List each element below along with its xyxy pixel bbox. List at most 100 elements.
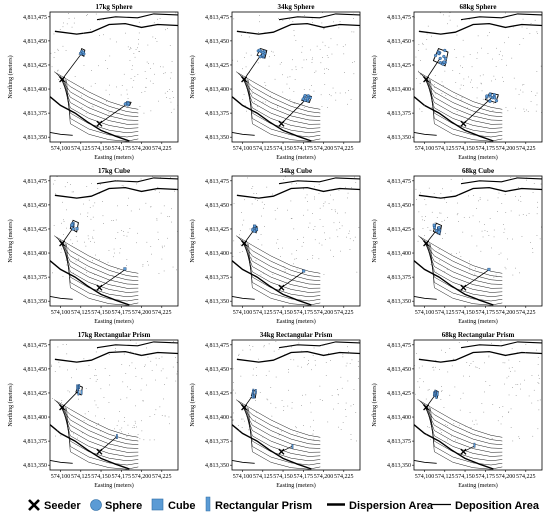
map-speck xyxy=(541,112,542,113)
map-speck xyxy=(537,357,539,358)
map-speck xyxy=(259,21,260,23)
shoreline-line xyxy=(54,22,178,35)
map-speck xyxy=(163,73,165,74)
map-speck xyxy=(301,245,303,247)
contour-line xyxy=(242,403,321,453)
map-speck xyxy=(115,348,116,349)
map-speck xyxy=(125,373,127,374)
contour-line xyxy=(55,400,139,442)
map-speck xyxy=(471,66,473,68)
seeder-marker xyxy=(278,284,285,291)
map-speck xyxy=(512,440,514,442)
terrain-line xyxy=(414,424,494,470)
map-speck xyxy=(130,210,132,212)
map-speck xyxy=(462,392,464,394)
map-speck xyxy=(282,247,283,249)
map-speck xyxy=(169,89,170,90)
map-speck xyxy=(441,391,442,392)
x-axis-label: Easting (meters) xyxy=(276,318,316,325)
map-speck xyxy=(433,369,435,371)
y-tick-label: 4,813,375 xyxy=(23,111,47,117)
map-speck xyxy=(312,355,314,356)
map-speck xyxy=(481,47,482,49)
map-speck xyxy=(330,360,331,361)
map-speck xyxy=(108,112,110,114)
map-speck xyxy=(81,95,82,97)
map-speck xyxy=(151,253,152,255)
map-speck xyxy=(349,353,350,354)
map-speck xyxy=(65,259,67,261)
map-speck xyxy=(506,377,508,379)
deposition-line xyxy=(425,57,442,80)
map-speck xyxy=(250,257,252,259)
map-speck xyxy=(537,364,539,365)
map-speck xyxy=(290,218,292,219)
map-speck xyxy=(481,90,483,92)
map-speck xyxy=(249,349,251,351)
map-speck xyxy=(425,433,427,435)
circle-icon xyxy=(90,499,102,511)
plot-area xyxy=(414,340,542,470)
map-speck xyxy=(535,110,537,112)
map-speck xyxy=(94,202,96,204)
cube-sample xyxy=(75,227,79,231)
map-speck xyxy=(293,228,295,230)
contour-line xyxy=(417,235,503,274)
map-speck xyxy=(445,352,446,353)
map-speck xyxy=(463,18,465,20)
contour-line xyxy=(57,401,139,445)
terrain-line xyxy=(50,260,130,306)
map-speck xyxy=(134,353,135,355)
map-speck xyxy=(320,94,322,96)
map-speck xyxy=(350,434,352,435)
map-speck xyxy=(288,369,289,370)
terrain-line xyxy=(232,459,255,464)
map-speck xyxy=(265,85,267,86)
map-speck xyxy=(491,247,492,249)
map-speck xyxy=(85,267,87,269)
map-speck xyxy=(142,400,144,401)
map-speck xyxy=(52,398,53,399)
map-speck xyxy=(441,349,442,351)
map-speck xyxy=(166,377,168,379)
map-speck xyxy=(311,59,313,60)
map-speck xyxy=(522,214,524,215)
map-speck xyxy=(144,91,146,92)
map-speck xyxy=(274,55,275,56)
map-speck xyxy=(246,110,247,112)
contour-line xyxy=(243,76,321,129)
map-speck xyxy=(158,239,159,240)
map-speck xyxy=(479,75,481,77)
map-speck xyxy=(510,210,512,212)
map-speck xyxy=(522,84,523,86)
map-speck xyxy=(531,375,533,376)
map-speck xyxy=(358,366,359,367)
map-speck xyxy=(278,18,279,19)
map-speck xyxy=(88,238,90,240)
map-speck xyxy=(89,378,91,379)
map-speck xyxy=(136,183,137,185)
map-speck xyxy=(434,75,436,76)
map-speck xyxy=(347,380,349,382)
map-speck xyxy=(425,398,427,400)
map-speck xyxy=(121,427,123,429)
map-speck xyxy=(433,366,434,368)
map-speck xyxy=(313,90,315,92)
map-speck xyxy=(240,375,242,377)
map-speck xyxy=(424,105,425,106)
map-speck xyxy=(130,48,132,49)
map-speck xyxy=(98,65,99,67)
map-speck xyxy=(89,207,91,208)
map-speck xyxy=(113,256,114,258)
map-speck xyxy=(472,87,473,88)
map-speck xyxy=(67,390,69,392)
map-speck xyxy=(258,32,259,33)
map-speck xyxy=(495,78,496,80)
map-speck xyxy=(257,200,258,201)
contour-line xyxy=(239,401,321,445)
map-speck xyxy=(311,18,313,20)
map-speck xyxy=(171,61,173,62)
map-speck xyxy=(508,359,510,361)
